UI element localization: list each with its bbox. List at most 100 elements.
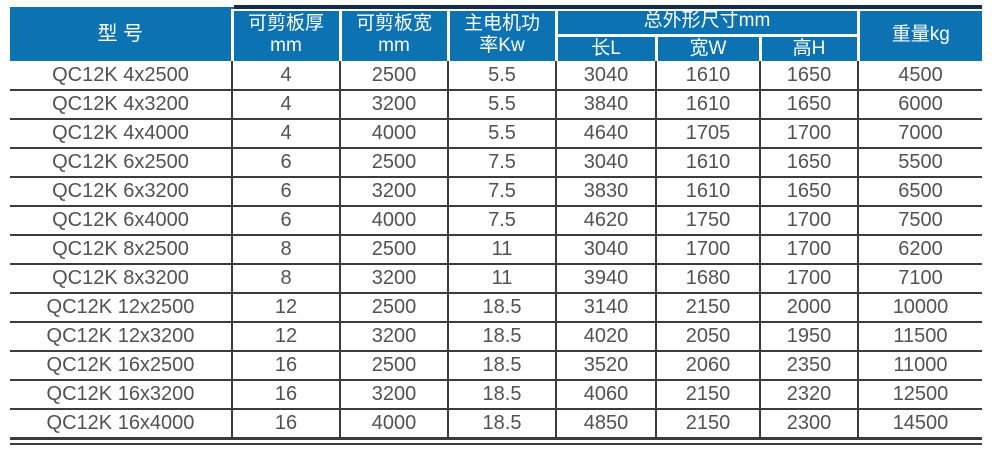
model-cell: QC12K 4x4000 (10, 119, 232, 149)
value-cell: 3140 (555, 293, 656, 323)
value-cell: 1700 (759, 206, 858, 236)
model-cell: QC12K 12x2500 (10, 293, 232, 323)
col-header-thickness-line1: 可剪板厚 (247, 13, 324, 35)
table-row: QC12K 4x4000 4 4000 5.5 4640 1705 1700 7000 (10, 119, 982, 149)
model-cell: QC12K 4x3200 (10, 90, 232, 120)
value-cell: 3200 (339, 90, 448, 120)
value-cell: 2350 (759, 351, 858, 381)
value-cell: 2150 (655, 409, 760, 440)
model-cell: QC12K 16x3200 (10, 380, 232, 410)
model-cell: QC12K 6x4000 (10, 206, 232, 236)
value-cell: 1950 (759, 322, 858, 352)
value-cell: 2320 (759, 380, 858, 410)
value-cell: 3200 (339, 380, 448, 410)
value-cell: 3520 (555, 351, 656, 381)
value-cell: 7.5 (447, 148, 556, 178)
value-cell: 1650 (759, 90, 858, 120)
table-row: QC12K 16x3200 16 3200 18.5 4060 2150 2320 12500 (10, 380, 982, 410)
value-cell: 1650 (759, 177, 858, 207)
table-row: QC12K 8x3200 8 3200 11 3940 1680 1700 7100 (10, 264, 982, 294)
model-cell: QC12K 8x3200 (10, 264, 232, 294)
value-cell: 11 (447, 264, 556, 294)
value-cell: 4060 (555, 380, 656, 410)
model-cell: QC12K 6x2500 (10, 148, 232, 178)
value-cell: 4 (231, 90, 340, 120)
value-cell: 18.5 (447, 322, 556, 352)
value-cell: 11 (447, 235, 556, 265)
value-cell: 1700 (759, 235, 858, 265)
value-cell: 4 (231, 61, 340, 91)
value-cell: 3040 (555, 61, 656, 91)
value-cell: 7.5 (447, 177, 556, 207)
value-cell: 6200 (857, 235, 982, 265)
value-cell: 8 (231, 264, 340, 294)
value-cell: 6500 (857, 177, 982, 207)
col-header-power-line1: 主电机功 (463, 13, 540, 35)
table-bottom-rule (10, 442, 982, 445)
value-cell: 2050 (655, 322, 760, 352)
value-cell: 4000 (339, 409, 448, 440)
value-cell: 3200 (339, 177, 448, 207)
col-header-width-line1: 可剪板宽 (355, 13, 432, 35)
value-cell: 16 (231, 409, 340, 440)
value-cell: 7100 (857, 264, 982, 294)
spec-table: 型 号 可剪板厚 mm 可剪板宽 mm 主电机功 率Kw 总外形尺寸mm 重量k… (10, 5, 982, 440)
value-cell: 6 (231, 148, 340, 178)
value-cell: 2500 (339, 235, 448, 265)
table-body: QC12K 4x2500 4 2500 5.5 3040 1610 1650 4500 QC12… (10, 61, 982, 440)
table-row: QC12K 4x3200 4 3200 5.5 3840 1610 1650 6000 (10, 90, 982, 120)
value-cell: 18.5 (447, 409, 556, 440)
table-row: QC12K 12x2500 12 2500 18.5 3140 2150 2000 10000 (10, 293, 982, 323)
model-cell: QC12K 4x2500 (10, 61, 232, 91)
col-header-width: 可剪板宽 mm (338, 5, 448, 61)
value-cell: 3040 (555, 148, 656, 178)
table-row: QC12K 4x2500 4 2500 5.5 3040 1610 1650 4500 (10, 61, 982, 91)
col-header-weight: 重量kg (856, 5, 982, 61)
value-cell: 4850 (555, 409, 656, 440)
value-cell: 2000 (759, 293, 858, 323)
table-row: QC12K 16x2500 16 2500 18.5 3520 2060 2350 11000 (10, 351, 982, 381)
value-cell: 2060 (655, 351, 760, 381)
value-cell: 2500 (339, 61, 448, 91)
col-header-thickness: 可剪板厚 mm (230, 5, 340, 61)
value-cell: 2300 (759, 409, 858, 440)
value-cell: 11500 (857, 322, 982, 352)
value-cell: 1680 (655, 264, 760, 294)
value-cell: 7000 (857, 119, 982, 149)
value-cell: 3840 (555, 90, 656, 120)
col-header-length: 长L (554, 33, 656, 61)
value-cell: 12500 (857, 380, 982, 410)
value-cell: 4020 (555, 322, 656, 352)
value-cell: 1700 (759, 119, 858, 149)
value-cell: 5.5 (447, 119, 556, 149)
value-cell: 1610 (655, 61, 760, 91)
model-cell: QC12K 16x2500 (10, 351, 232, 381)
col-header-power: 主电机功 率Kw (446, 5, 556, 61)
value-cell: 1650 (759, 148, 858, 178)
value-cell: 1700 (655, 235, 760, 265)
value-cell: 3830 (555, 177, 656, 207)
value-cell: 6000 (857, 90, 982, 120)
table-header: 型 号 可剪板厚 mm 可剪板宽 mm 主电机功 率Kw 总外形尺寸mm 重量k… (10, 5, 982, 61)
value-cell: 2500 (339, 351, 448, 381)
value-cell: 3940 (555, 264, 656, 294)
col-header-width-unit: mm (378, 34, 410, 56)
value-cell: 1750 (655, 206, 760, 236)
value-cell: 12 (231, 293, 340, 323)
col-header-thickness-unit: mm (270, 34, 302, 56)
value-cell: 2500 (339, 148, 448, 178)
value-cell: 4640 (555, 119, 656, 149)
value-cell: 16 (231, 351, 340, 381)
value-cell: 1705 (655, 119, 760, 149)
table-row: QC12K 8x2500 8 2500 11 3040 1700 1700 6200 (10, 235, 982, 265)
header-row-sub: 长L 宽W 高H (10, 33, 982, 61)
value-cell: 5.5 (447, 61, 556, 91)
value-cell: 12 (231, 322, 340, 352)
value-cell: 3200 (339, 264, 448, 294)
value-cell: 2150 (655, 380, 760, 410)
value-cell: 1650 (759, 61, 858, 91)
header-row-top: 型 号 可剪板厚 mm 可剪板宽 mm 主电机功 率Kw 总外形尺寸mm 重量k… (10, 5, 982, 61)
col-header-model: 型 号 (10, 7, 232, 61)
col-header-dim-width: 宽W (654, 33, 760, 61)
value-cell: 1610 (655, 177, 760, 207)
